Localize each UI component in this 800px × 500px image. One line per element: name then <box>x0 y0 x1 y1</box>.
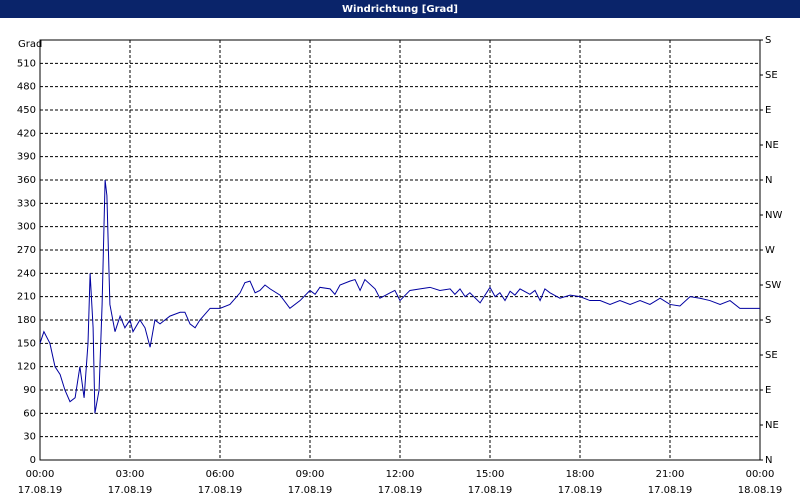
y-tick-label: 330 <box>17 198 36 209</box>
y2-tick-label: NW <box>765 210 782 221</box>
x-tick-label: 09:00 <box>296 469 325 480</box>
y-tick-label: 30 <box>23 432 36 443</box>
x-tick-label: 00:00 <box>746 469 775 480</box>
x-tick-label: 00:00 <box>26 469 55 480</box>
y-tick-label: 240 <box>17 268 36 279</box>
x-tick-label: 21:00 <box>656 469 685 480</box>
y2-tick-label: SW <box>765 280 781 291</box>
y-tick-label: 300 <box>17 222 36 233</box>
title-bar <box>0 0 800 18</box>
y-tick-label: 390 <box>17 152 36 163</box>
y-tick-label: 90 <box>23 385 36 396</box>
y-tick-label: 270 <box>17 245 36 256</box>
x-tick-label: 18:00 <box>566 469 595 480</box>
y-tick-label: 0 <box>30 455 36 466</box>
y2-tick-label: N <box>765 455 772 466</box>
y-tick-label: 60 <box>23 408 36 419</box>
y-tick-label: 450 <box>17 105 36 116</box>
y2-tick-label: NE <box>765 140 779 151</box>
y2-tick-label: NE <box>765 420 779 431</box>
y2-tick-label: E <box>765 105 771 116</box>
x-tick-label: 12:00 <box>386 469 415 480</box>
x-tick-date: 17.08.19 <box>108 485 153 496</box>
y2-tick-label: S <box>765 35 771 46</box>
x-tick-date: 17.08.19 <box>468 485 513 496</box>
data-line <box>39 179 760 414</box>
chart-title: Windrichtung [Grad] <box>342 4 458 15</box>
x-tick-label: 15:00 <box>476 469 505 480</box>
y2-tick-label: W <box>765 245 775 256</box>
y2-tick-label: SE <box>765 350 778 361</box>
y-tick-label: 360 <box>17 175 36 186</box>
y-tick-label: 150 <box>17 338 36 349</box>
x-tick-date: 17.08.19 <box>378 485 423 496</box>
y2-tick-label: S <box>765 315 771 326</box>
x-tick-label: 03:00 <box>116 469 145 480</box>
x-tick-date: 17.08.19 <box>648 485 693 496</box>
y-axis-label: Grad <box>18 39 42 50</box>
y2-tick-label: N <box>765 175 772 186</box>
y-tick-label: 420 <box>17 128 36 139</box>
y-tick-label: 480 <box>17 82 36 93</box>
x-tick-date: 17.08.19 <box>558 485 603 496</box>
y-tick-label: 210 <box>17 292 36 303</box>
y-tick-label: 180 <box>17 315 36 326</box>
y-tick-label: 120 <box>17 362 36 373</box>
y2-tick-label: SE <box>765 70 778 81</box>
x-tick-date: 17.08.19 <box>18 485 63 496</box>
y-tick-label: 510 <box>17 58 36 69</box>
x-tick-label: 06:00 <box>206 469 235 480</box>
y2-tick-label: E <box>765 385 771 396</box>
x-tick-date: 17.08.19 <box>288 485 333 496</box>
x-tick-date: 17.08.19 <box>198 485 243 496</box>
x-tick-date: 18.08.19 <box>738 485 783 496</box>
